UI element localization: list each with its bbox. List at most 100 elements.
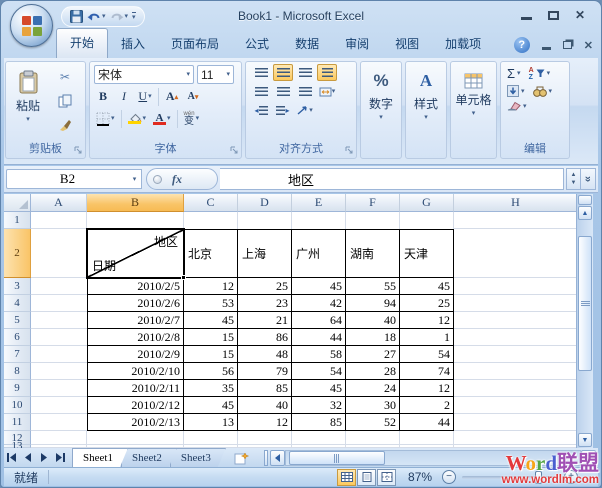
cell-E2[interactable]: 广州 [292,229,346,278]
vertical-scrollbar[interactable]: ▲ ▼ [576,194,593,448]
ribbon-tab-5[interactable]: 数据 [295,37,320,51]
cell-H2[interactable] [454,229,578,278]
cell-C12[interactable] [184,431,238,445]
cell-G10[interactable]: 2 [400,397,454,414]
orientation-button[interactable]: ▾ [295,102,315,119]
cell-G5[interactable]: 12 [400,312,454,329]
zoom-out-button[interactable]: − [442,470,457,484]
copy-button[interactable] [52,90,78,111]
cell-E5[interactable]: 64 [292,312,346,329]
row-header-11[interactable]: 11 [4,414,31,431]
font-dialog-launcher-icon[interactable] [230,146,239,155]
cell-F2[interactable]: 湖南 [346,229,400,278]
next-sheet-button[interactable] [36,448,52,467]
wrap-text-button[interactable] [317,64,337,81]
cell-C8[interactable]: 56 [184,363,238,380]
insert-function-area[interactable]: fx [146,168,218,190]
office-button[interactable] [10,4,53,47]
cell-A7[interactable] [31,346,87,363]
cell-D12[interactable] [238,431,292,445]
horizontal-scrollbar[interactable] [284,450,581,466]
ribbon-tab-1[interactable]: 开始 [56,28,109,58]
cell-E3[interactable]: 45 [292,278,346,295]
cell-F3[interactable]: 55 [346,278,400,295]
cell-G3[interactable]: 45 [400,278,454,295]
workbook-minimize-button[interactable] [541,46,551,50]
cell-F4[interactable]: 94 [346,295,400,312]
column-header-B[interactable]: B [87,194,184,212]
align-top-button[interactable] [251,64,271,81]
underline-button[interactable]: U ▾ [138,89,152,103]
cell-G8[interactable]: 74 [400,363,454,380]
cell-G6[interactable]: 1 [400,329,454,346]
font-name-combo[interactable]: 宋体 ▾ [94,65,194,84]
help-icon[interactable]: ? [513,37,530,53]
cell-G1[interactable] [400,212,454,229]
cell-B7[interactable]: 2010/2/9 [87,346,184,363]
cell-H6[interactable] [454,329,578,346]
clipboard-dialog-launcher-icon[interactable] [74,146,83,155]
cell-H10[interactable] [454,397,578,414]
vertical-split-box[interactable] [578,195,592,205]
cell-B9[interactable]: 2010/2/11 [87,380,184,397]
cell-A4[interactable] [31,295,87,312]
scroll-left-button[interactable] [269,450,285,466]
vertical-scroll-thumb[interactable] [578,236,592,371]
cell-F8[interactable]: 28 [346,363,400,380]
fill-color-button[interactable]: ▾ [126,109,149,128]
cell-D4[interactable]: 23 [238,295,292,312]
autosum-button[interactable]: Σ ▾ [507,66,521,81]
ribbon-tab-6[interactable]: 审阅 [345,37,370,51]
alignment-dialog-launcher-icon[interactable] [345,146,354,155]
ribbon-tab-2[interactable]: 插入 [121,37,146,51]
cell-A6[interactable] [31,329,87,346]
cell-G7[interactable]: 54 [400,346,454,363]
cell-E6[interactable]: 44 [292,329,346,346]
cell-D13[interactable] [238,445,292,448]
cell-A8[interactable] [31,363,87,380]
align-middle-button[interactable] [273,64,293,81]
cell-E8[interactable]: 54 [292,363,346,380]
cell-D7[interactable]: 48 [238,346,292,363]
horizontal-scroll-thumb[interactable] [288,451,385,465]
ribbon-tab-8[interactable]: 加载项 [445,37,482,51]
cell-C11[interactable]: 13 [184,414,238,431]
cell-H1[interactable] [454,212,578,229]
cell-F11[interactable]: 52 [346,414,400,431]
maximize-button[interactable] [547,10,559,20]
italic-button[interactable]: I [122,89,126,103]
cell-F13[interactable] [346,445,400,448]
cell-G13[interactable] [400,445,454,448]
redo-button[interactable]: ▾ [110,11,128,22]
cell-F5[interactable]: 40 [346,312,400,329]
column-header-F[interactable]: F [346,194,400,212]
cell-G2[interactable]: 天津 [400,229,454,278]
zoom-in-button[interactable]: + [564,470,579,484]
increase-indent-button[interactable]: ▸ [273,102,293,119]
cell-A9[interactable] [31,380,87,397]
cell-A5[interactable] [31,312,87,329]
cell-D1[interactable] [238,212,292,229]
scroll-down-button[interactable]: ▼ [578,433,592,447]
number-format-button[interactable]: % 数字 ▾ [363,67,399,142]
cell-E10[interactable]: 32 [292,397,346,414]
formula-bar-spin-buttons[interactable]: ▲ ▼ [566,168,581,190]
cell-E4[interactable]: 42 [292,295,346,312]
customize-qat-arrow-icon[interactable]: ▾ [132,12,136,21]
cell-B5[interactable]: 2010/2/7 [87,312,184,329]
borders-button[interactable]: ▾ [94,109,117,128]
font-color-button[interactable]: A ▾ [151,109,173,128]
column-header-H[interactable]: H [454,194,578,212]
page-layout-view-button[interactable] [357,468,377,486]
last-sheet-button[interactable] [52,448,68,467]
cell-F1[interactable] [346,212,400,229]
scroll-right-button[interactable] [581,450,596,466]
shrink-font-button[interactable]: A ▾ [187,91,199,102]
cell-B2-diagonal-header[interactable]: 地区 日期 [87,229,184,278]
sheet-tab-sheet3[interactable]: Sheet3 [170,448,226,467]
cell-D8[interactable]: 79 [238,363,292,380]
row-header-7[interactable]: 7 [4,346,31,363]
close-button[interactable]: ✕ [574,8,585,22]
align-center-button[interactable] [273,83,293,100]
cell-G9[interactable]: 12 [400,380,454,397]
